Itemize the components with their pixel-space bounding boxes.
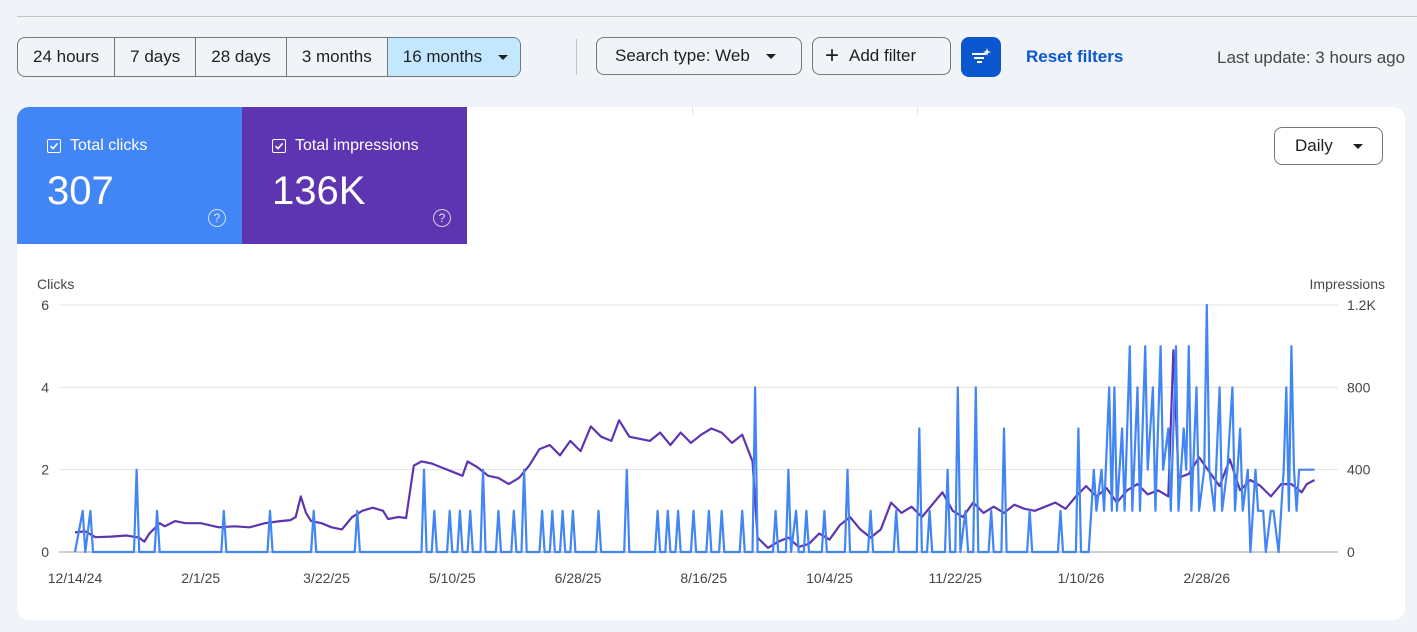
performance-chart: 0 2 4 6 0 400 800 1.2K Clicks Impressions 12/14/24… bbox=[37, 276, 1385, 586]
add-filter-label: Add filter bbox=[849, 46, 917, 65]
range-7-days[interactable]: 7 days bbox=[115, 38, 197, 76]
chevron-down-icon bbox=[765, 53, 776, 59]
y-right-tick-label: 1.2K bbox=[1347, 297, 1376, 313]
chevron-down-icon bbox=[1352, 143, 1363, 149]
metric-divider bbox=[692, 107, 693, 115]
clicks-series-line bbox=[73, 303, 1315, 554]
toolbar-divider bbox=[576, 39, 577, 75]
y-right-tick-label: 400 bbox=[1347, 462, 1371, 478]
x-tick-label: 6/28/25 bbox=[555, 570, 602, 586]
metric-total-clicks[interactable]: Total clicks 307 ? bbox=[17, 107, 242, 244]
filter-sparkle-button[interactable] bbox=[961, 37, 1001, 77]
granularity-label: Daily bbox=[1295, 136, 1333, 155]
x-tick-label: 12/14/24 bbox=[48, 570, 103, 586]
plus-icon: + bbox=[825, 42, 840, 69]
y-right-axis-label: Impressions bbox=[1310, 276, 1385, 292]
x-tick-label: 2/1/25 bbox=[181, 570, 220, 586]
range-3-months[interactable]: 3 months bbox=[287, 38, 388, 76]
y-right-tick-label: 800 bbox=[1347, 379, 1371, 395]
reset-filters-link[interactable]: Reset filters bbox=[1026, 47, 1124, 66]
y-left-tick-label: 2 bbox=[41, 462, 49, 478]
metric-total-impressions[interactable]: Total impressions 136K ? bbox=[242, 107, 467, 244]
metric-impressions-value: 136K bbox=[272, 169, 366, 213]
x-tick-label: 8/16/25 bbox=[680, 570, 727, 586]
x-tick-label: 3/22/25 bbox=[303, 570, 350, 586]
y-right-tick-label: 0 bbox=[1347, 544, 1355, 560]
toolbar: 24 hours 7 days 28 days 3 months 16 mont… bbox=[17, 37, 1417, 77]
granularity-dropdown[interactable]: Daily bbox=[1274, 127, 1383, 165]
metric-clicks-value: 307 bbox=[47, 169, 114, 213]
y-left-tick-label: 6 bbox=[41, 297, 49, 313]
range-16-months-label: 16 months bbox=[402, 47, 483, 66]
help-icon[interactable]: ? bbox=[433, 209, 451, 227]
filter-sparkle-icon bbox=[972, 48, 991, 63]
metric-clicks-label: Total clicks bbox=[70, 137, 148, 154]
x-tick-label: 11/22/25 bbox=[929, 570, 983, 586]
x-tick-label: 5/10/25 bbox=[429, 570, 476, 586]
top-divider bbox=[17, 16, 1417, 17]
metric-clicks-header: Total clicks bbox=[47, 137, 147, 155]
x-tick-label: 2/28/26 bbox=[1183, 570, 1230, 586]
search-type-dropdown[interactable]: Search type: Web bbox=[596, 37, 802, 75]
last-update-text: Last update: 3 hours ago bbox=[1217, 48, 1406, 67]
y-left-tick-label: 0 bbox=[41, 544, 49, 560]
add-filter-button[interactable]: + Add filter bbox=[812, 37, 951, 75]
performance-card: Total clicks 307 ? Total impressions 136… bbox=[17, 107, 1405, 620]
chevron-down-icon bbox=[498, 54, 509, 60]
range-24-hours[interactable]: 24 hours bbox=[18, 38, 116, 76]
search-type-label: Search type: Web bbox=[615, 46, 750, 65]
date-range-selector: 24 hours 7 days 28 days 3 months 16 mont… bbox=[17, 37, 522, 77]
y-left-axis-label: Clicks bbox=[37, 276, 74, 292]
checkbox-checked-icon[interactable] bbox=[47, 139, 61, 153]
metric-impressions-header: Total impressions bbox=[272, 137, 419, 155]
y-left-tick-label: 4 bbox=[41, 379, 49, 395]
x-tick-label: 1/10/26 bbox=[1058, 570, 1105, 586]
x-tick-label: 10/4/25 bbox=[806, 570, 853, 586]
range-28-days[interactable]: 28 days bbox=[196, 38, 287, 76]
help-icon[interactable]: ? bbox=[208, 209, 226, 227]
checkbox-checked-icon[interactable] bbox=[272, 139, 286, 153]
metric-impressions-label: Total impressions bbox=[295, 137, 419, 154]
metric-divider bbox=[917, 107, 918, 115]
range-16-months[interactable]: 16 months bbox=[387, 38, 521, 76]
